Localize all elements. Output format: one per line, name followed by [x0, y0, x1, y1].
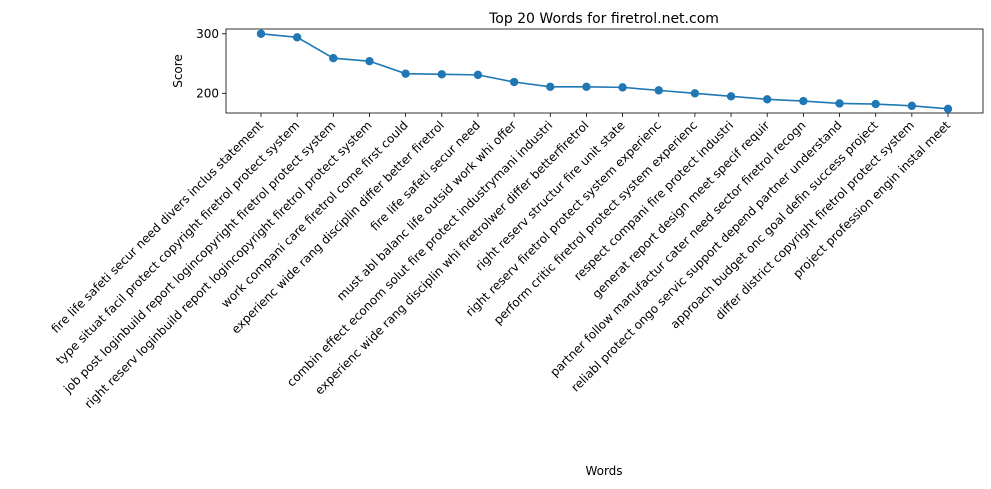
- data-point: [292, 33, 302, 42]
- series-line: [260, 32, 949, 110]
- data-point: [763, 95, 772, 104]
- x-axis-ticks: fire life safeti secur need divers inclu…: [49, 113, 953, 411]
- y-axis-ticks: 200 300: [196, 27, 226, 100]
- data-point: [509, 77, 519, 87]
- chart-title: Top 20 Words for firetrol.net.com: [488, 11, 719, 27]
- data-point: [473, 70, 483, 80]
- data-point: [582, 82, 591, 91]
- x-tick-label: type situat facil protect copyright fire…: [53, 118, 302, 367]
- data-point: [329, 53, 338, 63]
- y-axis-label: Score: [171, 54, 185, 88]
- data-point: [943, 104, 953, 114]
- data-point: [871, 99, 880, 109]
- data-point: [546, 82, 555, 91]
- data-point: [726, 92, 736, 101]
- data-point: [401, 69, 410, 78]
- plot-area: [225, 28, 984, 114]
- data-point: [365, 56, 374, 66]
- data-point: [437, 70, 446, 79]
- data-point: [907, 101, 917, 111]
- data-points: [256, 29, 953, 114]
- data-point: [654, 86, 663, 95]
- data-point: [618, 83, 627, 92]
- data-point: [799, 96, 808, 106]
- y-tick-label: 300: [196, 27, 219, 41]
- y-tick-label: 200: [196, 86, 219, 100]
- data-point: [835, 99, 844, 108]
- data-point: [256, 29, 266, 38]
- data-point: [690, 89, 700, 98]
- x-tick-label: reliabl protect ongo servic support depe…: [568, 118, 844, 394]
- x-axis-label: Words: [585, 464, 622, 478]
